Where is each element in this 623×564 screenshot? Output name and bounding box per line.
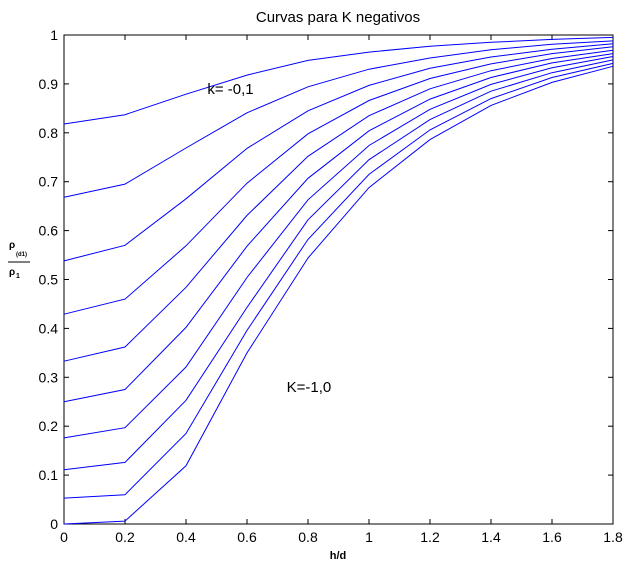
y-axis: 0 0.1 0.2 0.3 0.4 0.5 0.6 0.7 0.8 0.9 1 (39, 27, 613, 532)
x-tick-label: 1 (365, 529, 373, 545)
y-tick-label: 0.4 (39, 320, 59, 336)
y-tick-label: 0.1 (39, 467, 59, 483)
series-line-6 (63, 53, 614, 403)
x-axis: 0 0.2 0.4 0.6 0.8 1 1.2 1.4 1.6 1.8 (60, 35, 623, 545)
y-label-denominator: ρ (9, 267, 15, 278)
series-line-1 (63, 36, 614, 125)
chart-title: Curvas para K negativos (256, 9, 420, 26)
x-tick-label: 1.8 (603, 529, 623, 545)
y-tick-label: 0.5 (39, 272, 59, 288)
annotation-2: K=-1,0 (287, 379, 332, 396)
y-tick-label: 0 (50, 516, 58, 532)
annotations: k= -0,1 K=-1,0 (207, 81, 331, 396)
y-label-denominator-sub: 1 (16, 273, 20, 280)
series-line-5 (63, 49, 614, 362)
x-tick-label: 1.4 (481, 529, 501, 545)
x-tick-label: 1.6 (542, 529, 562, 545)
y-tick-label: 1 (50, 27, 58, 43)
series-line-3 (63, 43, 614, 262)
annotation-1: k= -0,1 (207, 81, 253, 98)
series-line-9 (63, 62, 614, 499)
y-tick-label: 0.8 (39, 125, 59, 141)
x-tick-label: 0.4 (176, 529, 196, 545)
x-tick-label: 0.2 (115, 529, 135, 545)
x-tick-label: 1.2 (420, 529, 440, 545)
series-line-2 (63, 40, 614, 198)
y-tick-label: 0.9 (39, 76, 59, 92)
x-tick-label: 0.8 (298, 529, 318, 545)
series-line-8 (63, 59, 614, 471)
series-line-10 (63, 65, 614, 525)
x-tick-label: 0.6 (237, 529, 257, 545)
series-line-4 (63, 46, 614, 315)
y-tick-label: 0.7 (39, 174, 59, 190)
y-label-numerator: ρ (9, 240, 15, 251)
plot-area (63, 34, 614, 525)
series-lines (63, 36, 614, 525)
series-line-7 (63, 56, 614, 439)
y-tick-label: 0.6 (39, 223, 59, 239)
y-tick-label: 0.2 (39, 418, 59, 434)
y-label-numerator-sub: (d1) (16, 252, 27, 258)
y-tick-label: 0.3 (39, 369, 59, 385)
y-axis-label: ρ (d1) ρ 1 (8, 240, 30, 280)
x-axis-label: h/d (330, 550, 347, 562)
x-tick-label: 0 (60, 529, 68, 545)
